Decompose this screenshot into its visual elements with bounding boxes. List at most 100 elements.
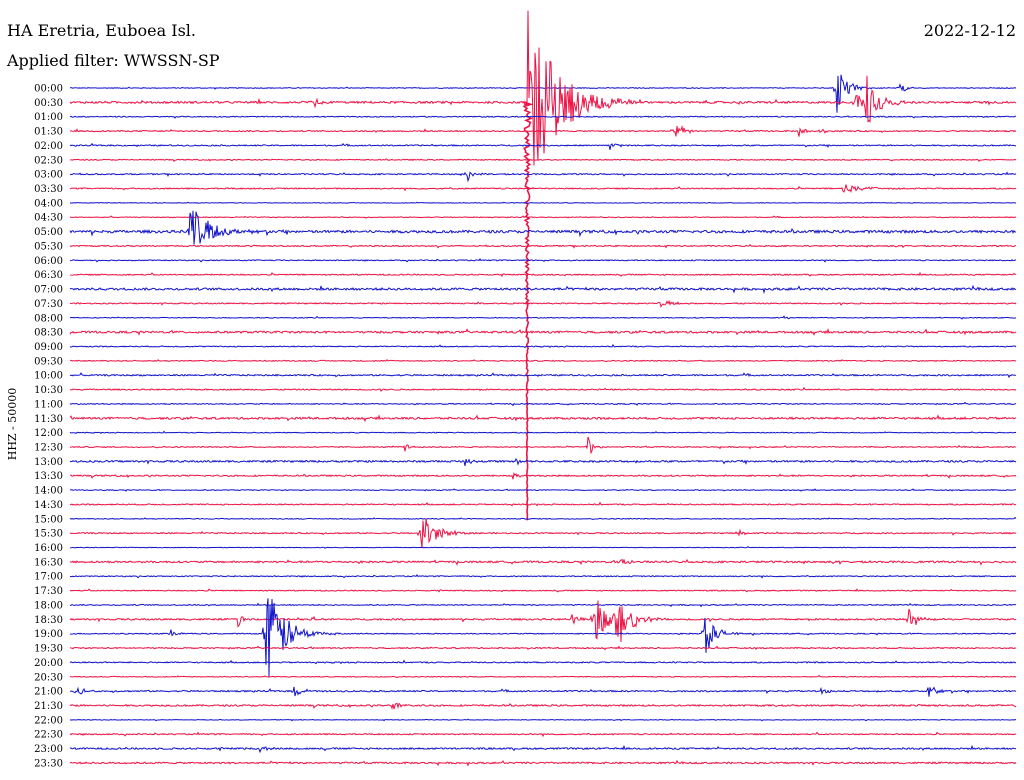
trace-row	[69, 158, 1017, 163]
trace-row	[69, 436, 1017, 455]
trace-row	[69, 558, 1017, 566]
trace-row	[69, 501, 1017, 507]
row-time-label: 23:30	[34, 758, 63, 769]
trace-row	[69, 598, 1016, 678]
row-time-label: 04:30	[34, 213, 63, 224]
trace-row	[69, 284, 1017, 295]
row-time-label: 07:30	[34, 299, 63, 310]
trace-row	[69, 201, 1017, 204]
trace-row	[69, 299, 1017, 308]
trace-row	[69, 210, 1017, 245]
trace-row	[69, 184, 1017, 193]
row-time-label: 01:00	[34, 112, 63, 123]
row-time-label: 03:00	[34, 170, 63, 181]
trace-row	[69, 258, 1017, 263]
row-time-label: 10:00	[34, 371, 63, 382]
trace-row	[69, 718, 1017, 722]
row-time-label: 08:30	[34, 328, 63, 339]
row-time-label: 05:00	[34, 227, 63, 238]
row-time-label: 05:30	[34, 241, 63, 252]
tick-label-layer: 00:00 00:30 01:00 01:30 02:00 02:30 03:00 03:30…	[34, 84, 63, 770]
row-time-label: 18:00	[34, 600, 63, 611]
trace-row	[69, 430, 1017, 435]
row-time-label: 21:30	[34, 701, 63, 712]
trace-row	[69, 702, 1017, 710]
row-time-label: 06:00	[34, 256, 63, 267]
event-tail	[522, 101, 534, 521]
y-axis-label: HHZ - 50000	[6, 388, 19, 461]
row-time-label: 22:00	[34, 715, 63, 726]
trace-row	[69, 674, 1017, 678]
trace-row	[69, 401, 1017, 407]
trace-row	[69, 344, 1017, 349]
trace-row	[69, 243, 1017, 249]
trace-row	[69, 472, 1017, 480]
trace-row	[69, 115, 1017, 119]
row-time-label: 13:30	[34, 471, 63, 482]
trace-row	[69, 759, 1017, 767]
trace-row	[69, 686, 1017, 697]
date-label: 2022-12-12	[924, 21, 1016, 40]
trace-row	[69, 315, 1017, 320]
row-time-label: 16:30	[34, 557, 63, 568]
trace-row	[70, 359, 1017, 363]
row-time-label: 08:00	[34, 313, 63, 324]
row-time-label: 15:30	[34, 529, 63, 540]
station-title: HA Eretria, Euboea Isl.	[7, 21, 196, 40]
trace-row	[69, 645, 1017, 651]
trace-row	[69, 215, 1017, 219]
trace-row	[69, 516, 1017, 521]
trace-row	[69, 124, 1017, 137]
trace-row	[69, 10, 1017, 166]
trace-row	[70, 488, 1017, 492]
filter-subtitle: Applied filter: WWSSN-SP	[6, 51, 220, 70]
trace-row	[69, 545, 1017, 549]
row-time-label: 11:00	[34, 399, 63, 410]
trace-row	[69, 458, 1017, 467]
row-time-label: 14:00	[34, 486, 63, 497]
row-time-label: 15:00	[34, 514, 63, 525]
row-time-label: 02:00	[34, 141, 63, 152]
trace-row	[69, 74, 1017, 113]
trace-row	[69, 588, 1017, 593]
row-time-label: 12:30	[34, 443, 63, 454]
trace-row	[69, 271, 1017, 278]
trace-row	[69, 744, 1017, 754]
row-time-label: 21:00	[34, 687, 63, 698]
row-time-label: 20:00	[34, 658, 63, 669]
row-time-label: 18:30	[34, 615, 63, 626]
row-time-label: 14:30	[34, 500, 63, 511]
trace-row	[69, 142, 1017, 150]
row-time-label: 16:00	[34, 543, 63, 554]
row-time-label: 09:30	[34, 356, 63, 367]
trace-row	[69, 573, 1017, 579]
row-time-label: 03:30	[34, 184, 63, 195]
trace-row	[69, 328, 1017, 336]
trace-layer	[69, 10, 1017, 767]
row-time-label: 02:30	[34, 155, 63, 166]
row-time-label: 01:30	[34, 127, 63, 138]
row-time-label: 00:30	[34, 98, 63, 109]
row-time-label: 17:30	[34, 586, 63, 597]
row-time-label: 09:00	[34, 342, 63, 353]
row-time-label: 23:00	[34, 744, 63, 755]
trace-row	[69, 600, 1017, 643]
row-time-label: 10:30	[34, 385, 63, 396]
row-time-label: 20:30	[34, 672, 63, 683]
trace-row	[69, 372, 1017, 379]
trace-row	[69, 386, 1017, 392]
row-time-label: 06:30	[34, 270, 63, 281]
row-time-label: 13:00	[34, 457, 63, 468]
row-time-label: 17:00	[34, 572, 63, 583]
trace-row	[69, 171, 1017, 183]
row-time-label: 04:00	[34, 198, 63, 209]
row-time-label: 00:00	[34, 84, 63, 95]
trace-row	[69, 659, 1017, 665]
row-time-label: 12:00	[34, 428, 63, 439]
row-time-label: 11:30	[34, 414, 63, 425]
row-time-label: 19:30	[34, 644, 63, 655]
trace-row	[69, 414, 1017, 423]
row-time-label: 22:30	[34, 730, 63, 741]
trace-row	[69, 602, 1017, 608]
